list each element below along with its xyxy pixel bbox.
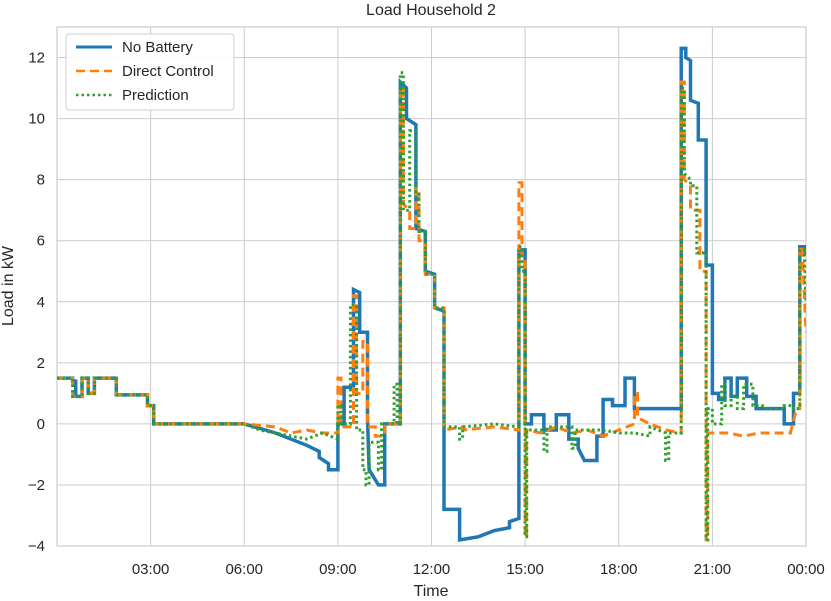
- y-tick-label: 6: [37, 233, 45, 250]
- y-tick-label: −2: [28, 477, 45, 494]
- chart-title: Load Household 2: [366, 2, 496, 19]
- legend-box: [65, 33, 235, 111]
- y-tick-label: 12: [28, 50, 45, 67]
- y-tick-labels: −4 −2 0 2 4 6 8 10 12: [28, 50, 45, 555]
- y-tick-label: 10: [28, 111, 45, 128]
- series-layer: [57, 46, 806, 542]
- x-tick-label: 00:00: [787, 561, 825, 578]
- x-tick-label: 18:00: [600, 561, 638, 578]
- x-tick-label: 15:00: [506, 561, 544, 578]
- y-tick-label: 2: [37, 355, 45, 372]
- legend: No Battery Direct Control Prediction: [65, 33, 235, 111]
- x-tick-label: 21:00: [694, 561, 732, 578]
- legend-label-no-battery: No Battery: [122, 39, 193, 56]
- y-axis-title: Load in kW: [0, 245, 17, 326]
- x-tick-label: 12:00: [413, 561, 451, 578]
- y-tick-label: −4: [28, 538, 45, 555]
- series-line-prediction: [57, 71, 806, 542]
- legend-label-prediction: Prediction: [122, 87, 189, 104]
- y-tick-label: 4: [37, 294, 45, 311]
- y-tick-label: 0: [37, 416, 45, 433]
- x-tick-label: 03:00: [132, 561, 170, 578]
- plot-frame: [56, 26, 807, 547]
- x-tick-label: 09:00: [319, 561, 357, 578]
- x-tick-labels: 03:00 06:00 09:00 12:00 15:00 18:00 21:00 00:00: [132, 561, 825, 578]
- x-tick-label: 06:00: [225, 561, 263, 578]
- x-axis-title: Time: [414, 583, 449, 600]
- y-tick-label: 8: [37, 172, 45, 189]
- legend-label-direct-control: Direct Control: [122, 63, 214, 80]
